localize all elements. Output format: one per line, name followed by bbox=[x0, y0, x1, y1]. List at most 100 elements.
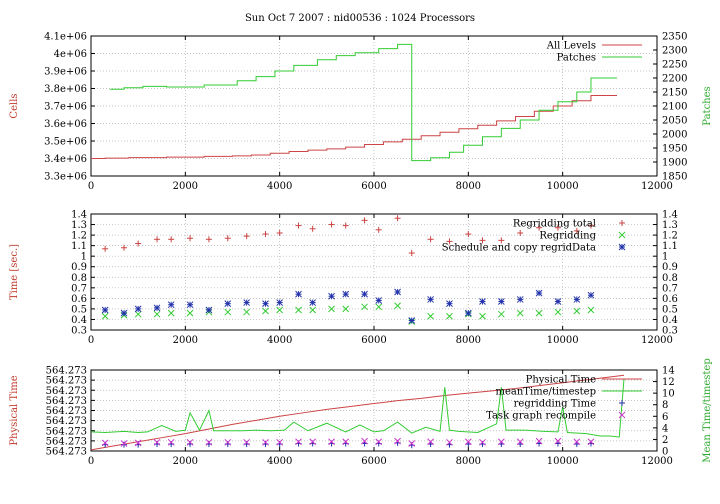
data-point-plus bbox=[536, 224, 543, 231]
marker-stroke bbox=[446, 312, 453, 320]
data-point-cross bbox=[262, 438, 269, 446]
data-point-cross bbox=[535, 437, 543, 445]
y2-tick-label: 2200 bbox=[662, 74, 687, 85]
data-point-cross bbox=[186, 438, 194, 446]
data-point-cross bbox=[394, 437, 401, 445]
marker-stroke bbox=[464, 438, 472, 446]
marker-stroke bbox=[224, 308, 232, 316]
data-point-plus bbox=[205, 236, 212, 243]
y2-tick-label: 0.7 bbox=[662, 283, 678, 294]
data-point-plus bbox=[573, 227, 580, 234]
data-point-cross bbox=[479, 312, 486, 320]
y2-tick-label: 1850 bbox=[662, 172, 687, 183]
data-point-cross bbox=[328, 305, 335, 313]
marker-stroke bbox=[153, 304, 161, 312]
data-point-star bbox=[394, 288, 401, 296]
data-point-cross bbox=[328, 438, 335, 446]
data-point-star bbox=[309, 299, 317, 306]
y-tick-label: 4.1e+06 bbox=[44, 32, 87, 43]
y2-tick-label: 8 bbox=[662, 400, 668, 411]
marker-stroke bbox=[134, 310, 142, 318]
data-point-star bbox=[295, 290, 302, 298]
data-point-plus bbox=[102, 245, 109, 252]
marker-stroke bbox=[134, 305, 142, 313]
marker-stroke bbox=[427, 296, 434, 303]
legend-label: meanTime/timestep bbox=[495, 387, 596, 398]
data-point-cross bbox=[205, 438, 213, 446]
marker-stroke bbox=[295, 438, 302, 446]
x-tick-label: 2000 bbox=[173, 181, 198, 192]
data-point-cross bbox=[134, 310, 142, 318]
y-tick-label: 3.9e+06 bbox=[44, 67, 87, 78]
y-tick-label: 0.8 bbox=[71, 273, 87, 284]
y2-tick-label: 1950 bbox=[662, 144, 687, 155]
data-point-cross bbox=[295, 306, 302, 314]
data-point-star bbox=[153, 304, 161, 312]
data-point-plus bbox=[342, 222, 349, 229]
data-point-star bbox=[587, 291, 595, 299]
marker-stroke bbox=[153, 310, 161, 318]
marker-stroke bbox=[375, 297, 383, 304]
legend-label: Patches bbox=[557, 53, 596, 64]
marker-stroke bbox=[120, 309, 128, 317]
data-point-cross bbox=[167, 309, 175, 317]
data-point-cross bbox=[309, 306, 317, 314]
y-tick-label: 564.273 bbox=[46, 406, 87, 417]
y2-tick-label: 1.2 bbox=[662, 231, 678, 242]
data-point-cross bbox=[535, 309, 543, 317]
data-point-cross bbox=[276, 438, 284, 446]
y-tick-label: 564.273 bbox=[46, 386, 87, 397]
marker-stroke bbox=[375, 303, 383, 311]
marker-stroke bbox=[342, 290, 350, 298]
data-point-cross bbox=[497, 438, 505, 446]
data-point-cross bbox=[516, 438, 524, 446]
data-point-cross bbox=[120, 440, 128, 447]
data-point-cross bbox=[375, 438, 383, 446]
data-point-plus bbox=[187, 235, 194, 242]
x-tick-label: 0 bbox=[88, 181, 94, 192]
panel-2: 0 2000 4000 6000 8000 10000 120000.30.40.50.60… bbox=[9, 210, 678, 347]
y2-tick-label: 2250 bbox=[662, 60, 687, 71]
y-tick-label: 564.273 bbox=[46, 447, 87, 458]
data-point-star bbox=[205, 306, 213, 314]
marker-stroke bbox=[328, 438, 335, 446]
data-point-star bbox=[243, 299, 251, 306]
x-tick-label: 8000 bbox=[456, 181, 481, 192]
y2-tick-label: 6 bbox=[662, 412, 668, 423]
y-tick-label: 3.7e+06 bbox=[44, 102, 87, 113]
y-tick-label: 1.3 bbox=[71, 220, 87, 231]
legend-label: Regridding bbox=[539, 231, 596, 242]
data-point-cross bbox=[394, 302, 401, 310]
y2-tick-label: 1.4 bbox=[662, 210, 678, 221]
marker-stroke bbox=[276, 299, 284, 306]
marker-stroke bbox=[224, 438, 232, 446]
data-point-plus bbox=[587, 222, 594, 229]
marker-stroke bbox=[276, 306, 284, 314]
marker-stroke bbox=[262, 300, 269, 307]
data-point-star bbox=[408, 317, 416, 324]
y2-tick-label: 2350 bbox=[662, 32, 687, 43]
data-point-plus bbox=[135, 240, 142, 247]
y2-tick-label: 1.3 bbox=[662, 220, 678, 231]
marker-stroke bbox=[186, 301, 194, 309]
data-point-star bbox=[120, 309, 128, 317]
marker-stroke bbox=[295, 306, 302, 314]
marker-stroke bbox=[464, 309, 472, 317]
x-tick-label: 10000 bbox=[547, 335, 579, 346]
data-point-star bbox=[186, 301, 194, 309]
data-point-cross bbox=[224, 438, 232, 446]
y-tick-label: 564.273 bbox=[46, 416, 87, 427]
marker-stroke bbox=[587, 306, 595, 314]
y2-tick-label: 1.1 bbox=[662, 241, 678, 252]
data-point-cross bbox=[427, 312, 434, 320]
legend-label: regridding Time bbox=[514, 399, 596, 410]
marker-stroke bbox=[573, 438, 581, 446]
data-point-cross bbox=[134, 439, 142, 447]
y2-tick-label: 1 bbox=[662, 252, 668, 263]
y2-tick-label: 1900 bbox=[662, 158, 687, 169]
data-point-star bbox=[276, 299, 284, 306]
data-point-star bbox=[516, 296, 524, 303]
y2-tick-label: 12 bbox=[662, 377, 675, 388]
